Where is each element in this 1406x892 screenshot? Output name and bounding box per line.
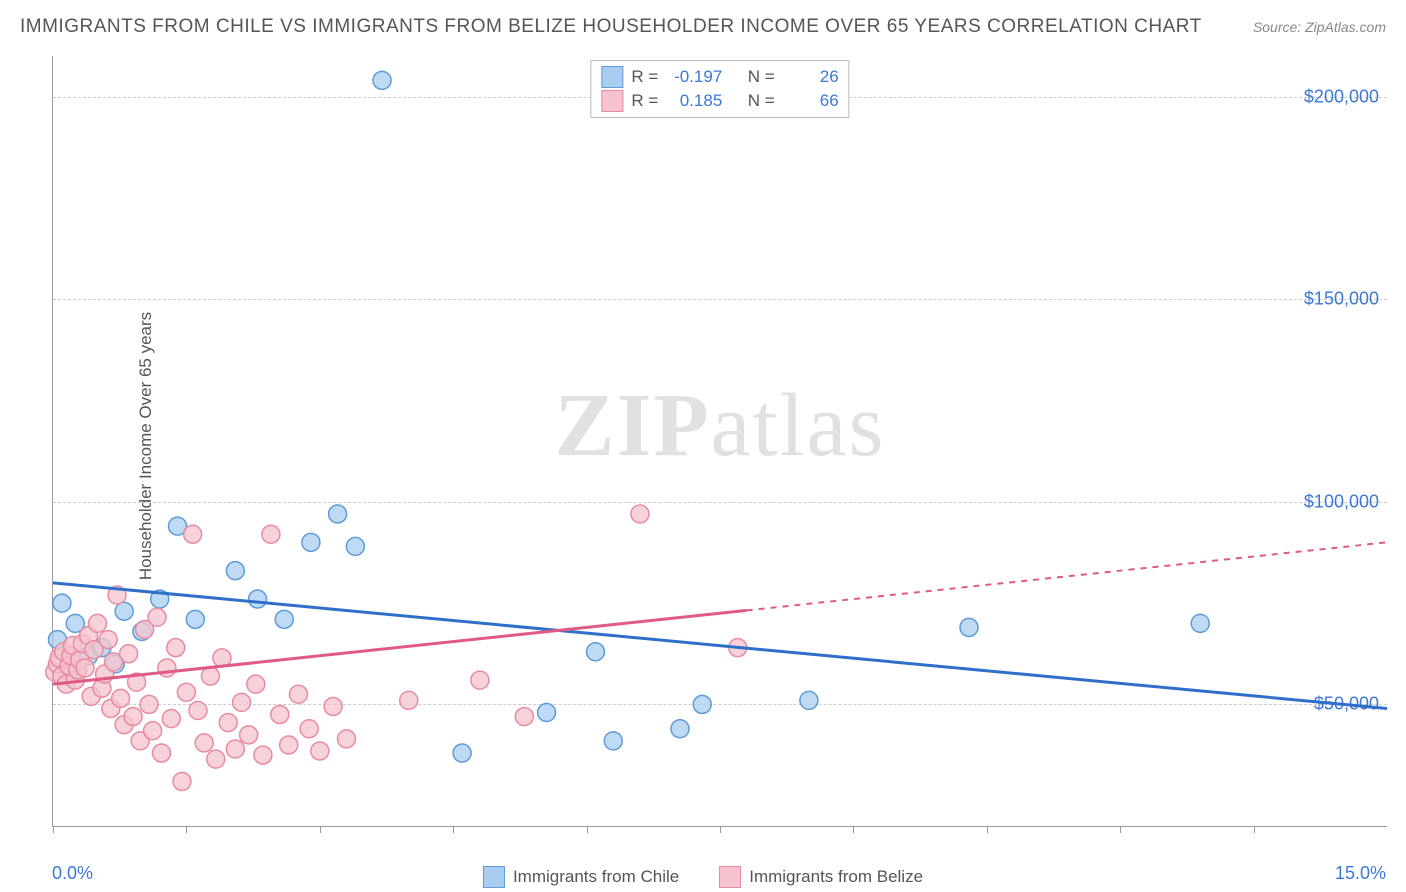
data-point <box>329 505 347 523</box>
data-point <box>177 683 195 701</box>
data-point <box>99 631 117 649</box>
data-point <box>271 706 289 724</box>
data-point <box>262 525 280 543</box>
data-point <box>115 602 133 620</box>
data-point <box>195 734 213 752</box>
x-tick <box>53 826 54 833</box>
series-legend-label: Immigrants from Belize <box>749 867 923 887</box>
data-point <box>158 659 176 677</box>
legend-r-label: R = <box>631 65 658 89</box>
data-point <box>162 710 180 728</box>
x-tick <box>987 826 988 833</box>
data-point <box>1191 614 1209 632</box>
legend-swatch <box>601 66 623 88</box>
data-point <box>152 744 170 762</box>
data-point <box>226 740 244 758</box>
data-point <box>120 645 138 663</box>
data-point <box>226 562 244 580</box>
data-point <box>219 714 237 732</box>
data-point <box>167 639 185 657</box>
data-point <box>124 708 142 726</box>
data-point <box>275 610 293 628</box>
legend-swatch <box>719 866 741 888</box>
series-legend-item: Immigrants from Belize <box>719 866 923 888</box>
data-point <box>453 744 471 762</box>
x-tick <box>1254 826 1255 833</box>
data-point <box>201 667 219 685</box>
data-point <box>148 608 166 626</box>
legend-row: R = 0.185 N = 66 <box>601 89 838 113</box>
correlation-legend: R = -0.197 N = 26 R = 0.185 N = 66 <box>590 60 849 118</box>
data-point <box>324 697 342 715</box>
x-tick <box>853 826 854 833</box>
x-tick <box>587 826 588 833</box>
x-axis-max-label: 15.0% <box>1335 863 1386 884</box>
data-point <box>960 618 978 636</box>
data-point <box>88 614 106 632</box>
title-bar: IMMIGRANTS FROM CHILE VS IMMIGRANTS FROM… <box>20 16 1386 38</box>
data-point <box>112 689 130 707</box>
data-point <box>311 742 329 760</box>
data-point <box>280 736 298 754</box>
source-attribution: Source: ZipAtlas.com <box>1253 19 1386 35</box>
x-axis-min-label: 0.0% <box>52 863 93 884</box>
data-point <box>671 720 689 738</box>
data-point <box>140 695 158 713</box>
data-point <box>249 590 267 608</box>
legend-swatch <box>601 90 623 112</box>
data-point <box>247 675 265 693</box>
data-point <box>53 594 71 612</box>
legend-n-label: N = <box>748 89 775 113</box>
data-point <box>586 643 604 661</box>
series-legend-item: Immigrants from Chile <box>483 866 679 888</box>
legend-swatch <box>483 866 505 888</box>
legend-r-value: 0.185 <box>666 89 722 113</box>
data-point <box>400 691 418 709</box>
data-point <box>693 695 711 713</box>
legend-r-value: -0.197 <box>666 65 722 89</box>
x-tick <box>720 826 721 833</box>
data-point <box>604 732 622 750</box>
data-point <box>800 691 818 709</box>
data-point <box>471 671 489 689</box>
data-point <box>302 533 320 551</box>
data-point <box>76 659 94 677</box>
data-point <box>189 702 207 720</box>
data-point <box>289 685 307 703</box>
data-point <box>300 720 318 738</box>
data-point <box>373 71 391 89</box>
data-point <box>233 693 251 711</box>
data-point <box>631 505 649 523</box>
regression-line-dashed <box>747 542 1387 610</box>
chart-svg <box>53 56 1387 826</box>
x-tick <box>320 826 321 833</box>
legend-n-label: N = <box>748 65 775 89</box>
data-point <box>346 537 364 555</box>
legend-n-value: 26 <box>783 65 839 89</box>
x-tick <box>1120 826 1121 833</box>
series-legend-label: Immigrants from Chile <box>513 867 679 887</box>
x-tick <box>453 826 454 833</box>
chart-title: IMMIGRANTS FROM CHILE VS IMMIGRANTS FROM… <box>20 16 1202 38</box>
plot-area: ZIPatlas $50,000$100,000$150,000$200,000… <box>52 56 1387 827</box>
data-point <box>207 750 225 768</box>
data-point <box>186 610 204 628</box>
x-tick <box>186 826 187 833</box>
data-point <box>254 746 272 764</box>
data-point <box>337 730 355 748</box>
data-point <box>144 722 162 740</box>
legend-n-value: 66 <box>783 89 839 113</box>
data-point <box>184 525 202 543</box>
legend-row: R = -0.197 N = 26 <box>601 65 838 89</box>
legend-r-label: R = <box>631 89 658 113</box>
data-point <box>240 726 258 744</box>
data-point <box>173 772 191 790</box>
data-point <box>538 704 556 722</box>
series-legend: Immigrants from Chile Immigrants from Bel… <box>483 866 923 888</box>
data-point <box>515 708 533 726</box>
